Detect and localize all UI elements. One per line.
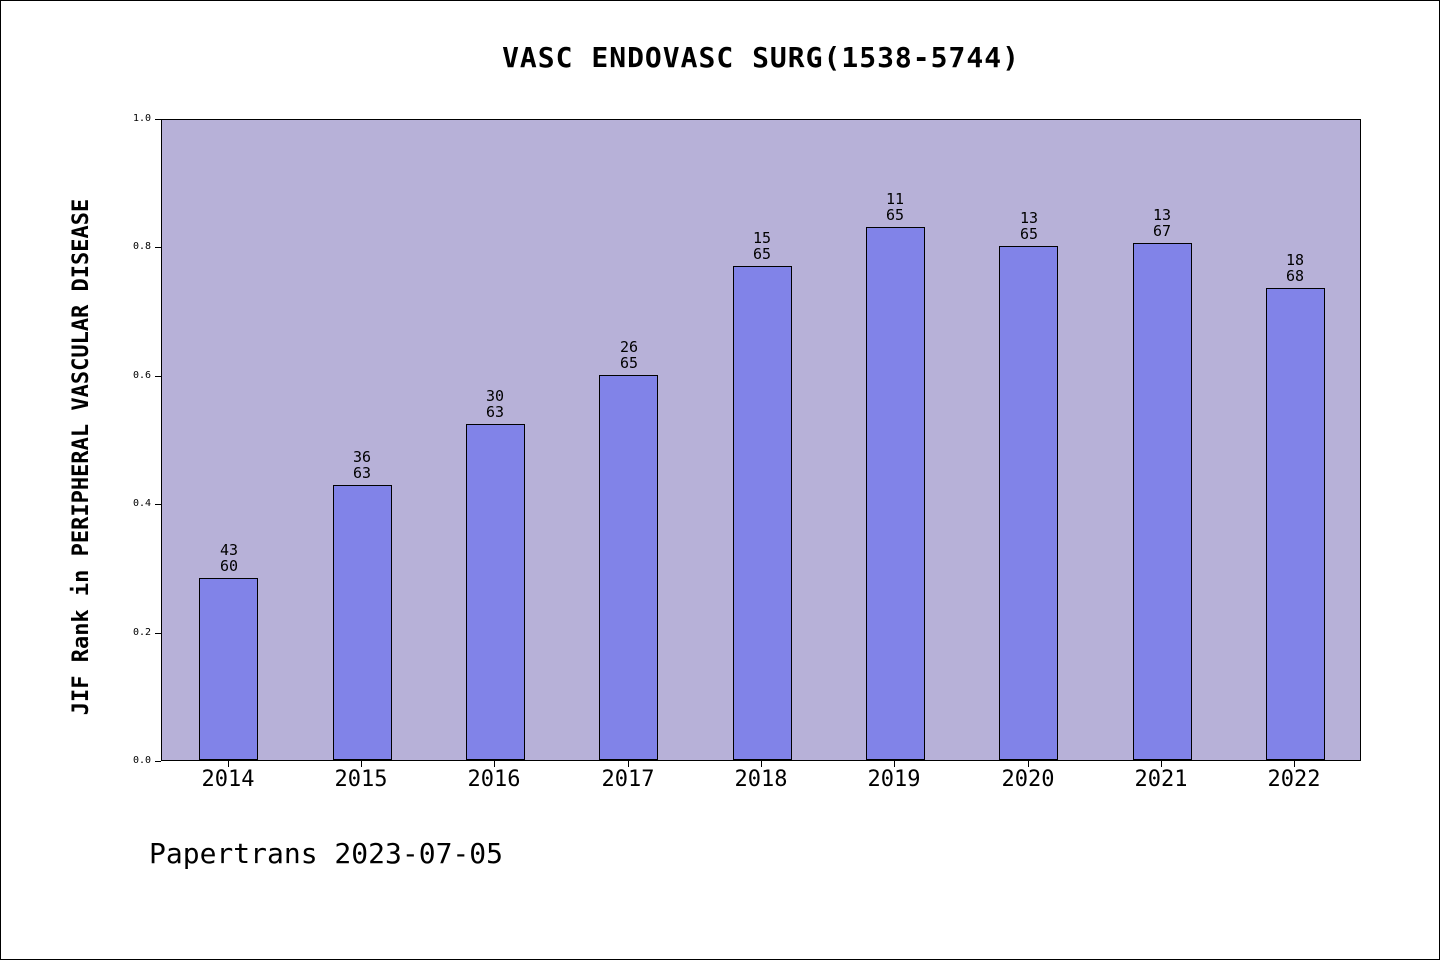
- total-value: 65: [1019, 225, 1039, 243]
- y-tick-label-0.2: 0.2: [132, 627, 151, 638]
- bar-2014: [199, 578, 258, 760]
- x-tick-label-2017: 2017: [601, 767, 655, 792]
- y-tick-mark: [155, 633, 161, 634]
- x-tick-label-2020: 2020: [1001, 767, 1055, 792]
- y-tick-mark: [155, 247, 161, 248]
- plot-area: 43 60 36 63 30 63 26 65 15 65 11 65 13 65 13 67 18 68: [161, 119, 1361, 761]
- rank-value: 18: [1285, 251, 1305, 269]
- y-axis-label: JIF Rank in PERIPHERAL VASCULAR DISEASE: [69, 198, 94, 716]
- rank-value: 13: [1019, 209, 1039, 227]
- rank-value: 36: [352, 448, 372, 466]
- bar-value-label-2020: 13 65: [989, 210, 1069, 242]
- total-value: 65: [885, 206, 905, 224]
- bar-2017: [599, 375, 658, 760]
- bar-2016: [466, 424, 525, 760]
- bar-value-label-2017: 26 65: [589, 339, 669, 371]
- y-tick-label-1.0: 1.0: [132, 113, 151, 124]
- total-value: 65: [752, 245, 772, 263]
- x-tick-mark: [1161, 761, 1162, 767]
- total-value: 63: [352, 464, 372, 482]
- x-tick-label-2014: 2014: [201, 767, 255, 792]
- x-tick-label-2016: 2016: [467, 767, 521, 792]
- bar-value-label-2016: 30 63: [455, 388, 535, 420]
- rank-value: 15: [752, 229, 772, 247]
- bar-2022: [1266, 288, 1325, 760]
- bar-2018: [733, 266, 792, 760]
- x-tick-label-2021: 2021: [1134, 767, 1188, 792]
- y-tick-label-0.0: 0.0: [132, 755, 151, 766]
- x-tick-label-2015: 2015: [334, 767, 388, 792]
- bar-2019: [866, 227, 925, 760]
- y-tick-label-0.4: 0.4: [132, 498, 151, 509]
- x-tick-mark: [1028, 761, 1029, 767]
- rank-value: 11: [885, 190, 905, 208]
- bar-2021: [1133, 243, 1192, 760]
- bar-value-label-2014: 43 60: [189, 542, 269, 574]
- y-tick-label-0.8: 0.8: [132, 241, 151, 252]
- x-tick-mark: [228, 761, 229, 767]
- total-value: 60: [219, 557, 239, 575]
- x-tick-mark: [1294, 761, 1295, 767]
- bar-value-label-2018: 15 65: [722, 230, 802, 262]
- total-value: 65: [619, 354, 639, 372]
- rank-value: 43: [219, 541, 239, 559]
- x-tick-label-2019: 2019: [867, 767, 921, 792]
- total-value: 63: [485, 403, 505, 421]
- x-tick-label-2018: 2018: [734, 767, 788, 792]
- x-tick-label-2022: 2022: [1267, 767, 1321, 792]
- rank-value: 30: [485, 387, 505, 405]
- y-tick-mark: [155, 376, 161, 377]
- bar-value-label-2022: 18 68: [1255, 252, 1335, 284]
- bar-value-label-2021: 13 67: [1122, 207, 1202, 239]
- bar-2015: [333, 485, 392, 760]
- x-tick-mark: [761, 761, 762, 767]
- y-tick-mark: [155, 761, 161, 762]
- total-value: 67: [1152, 222, 1172, 240]
- bar-value-label-2019: 11 65: [855, 191, 935, 223]
- chart-title: VASC ENDOVASC SURG(1538-5744): [502, 41, 1020, 74]
- x-tick-mark: [494, 761, 495, 767]
- bar-2020: [999, 246, 1058, 760]
- x-tick-mark: [894, 761, 895, 767]
- y-tick-label-0.6: 0.6: [132, 370, 151, 381]
- x-tick-mark: [628, 761, 629, 767]
- bar-value-label-2015: 36 63: [322, 449, 402, 481]
- rank-value: 26: [619, 338, 639, 356]
- y-tick-mark: [155, 504, 161, 505]
- y-tick-mark: [155, 119, 161, 120]
- footer-watermark: Papertrans 2023-07-05: [149, 837, 504, 870]
- x-tick-mark: [361, 761, 362, 767]
- total-value: 68: [1285, 267, 1305, 285]
- rank-value: 13: [1152, 206, 1172, 224]
